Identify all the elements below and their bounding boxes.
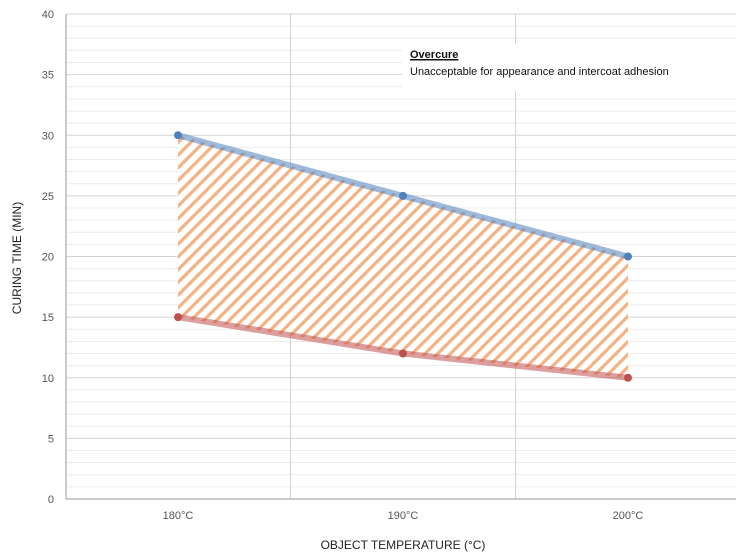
data-point xyxy=(624,252,632,261)
data-point xyxy=(174,313,182,322)
y-tick-label: 5 xyxy=(48,433,54,445)
y-axis-title: CURING TIME (MIN) xyxy=(10,202,24,314)
y-tick-label: 35 xyxy=(42,70,54,82)
data-point xyxy=(399,191,407,200)
y-tick-label: 25 xyxy=(42,191,54,203)
series xyxy=(174,131,632,382)
hatched-region xyxy=(178,135,628,378)
y-tick-label: 10 xyxy=(42,373,54,385)
annotation-title: Overcure xyxy=(410,49,458,61)
data-point xyxy=(624,373,632,382)
data-point xyxy=(174,131,182,140)
data-point xyxy=(399,349,407,358)
y-tick-label: 20 xyxy=(42,252,54,264)
annotation-text: Unacceptable for appearance and intercoa… xyxy=(410,66,669,78)
y-tick-label: 30 xyxy=(42,130,54,142)
x-axis-title: OBJECT TEMPERATURE (°C) xyxy=(321,538,486,552)
tick-labels: 0 5 10 15 20 25 30 35 40 180°C 190°C 200°C xyxy=(42,9,644,522)
y-tick-label: 0 xyxy=(48,494,54,506)
x-tick-label: 190°C xyxy=(388,510,419,522)
y-tick-label: 40 xyxy=(42,9,54,21)
fill-area xyxy=(178,135,628,378)
x-tick-label: 200°C xyxy=(613,510,644,522)
annotation-box: Overcure Unacceptable for appearance and… xyxy=(402,44,736,91)
x-tick-label: 180°C xyxy=(163,510,194,522)
axes xyxy=(65,14,736,500)
y-tick-label: 15 xyxy=(42,312,54,324)
